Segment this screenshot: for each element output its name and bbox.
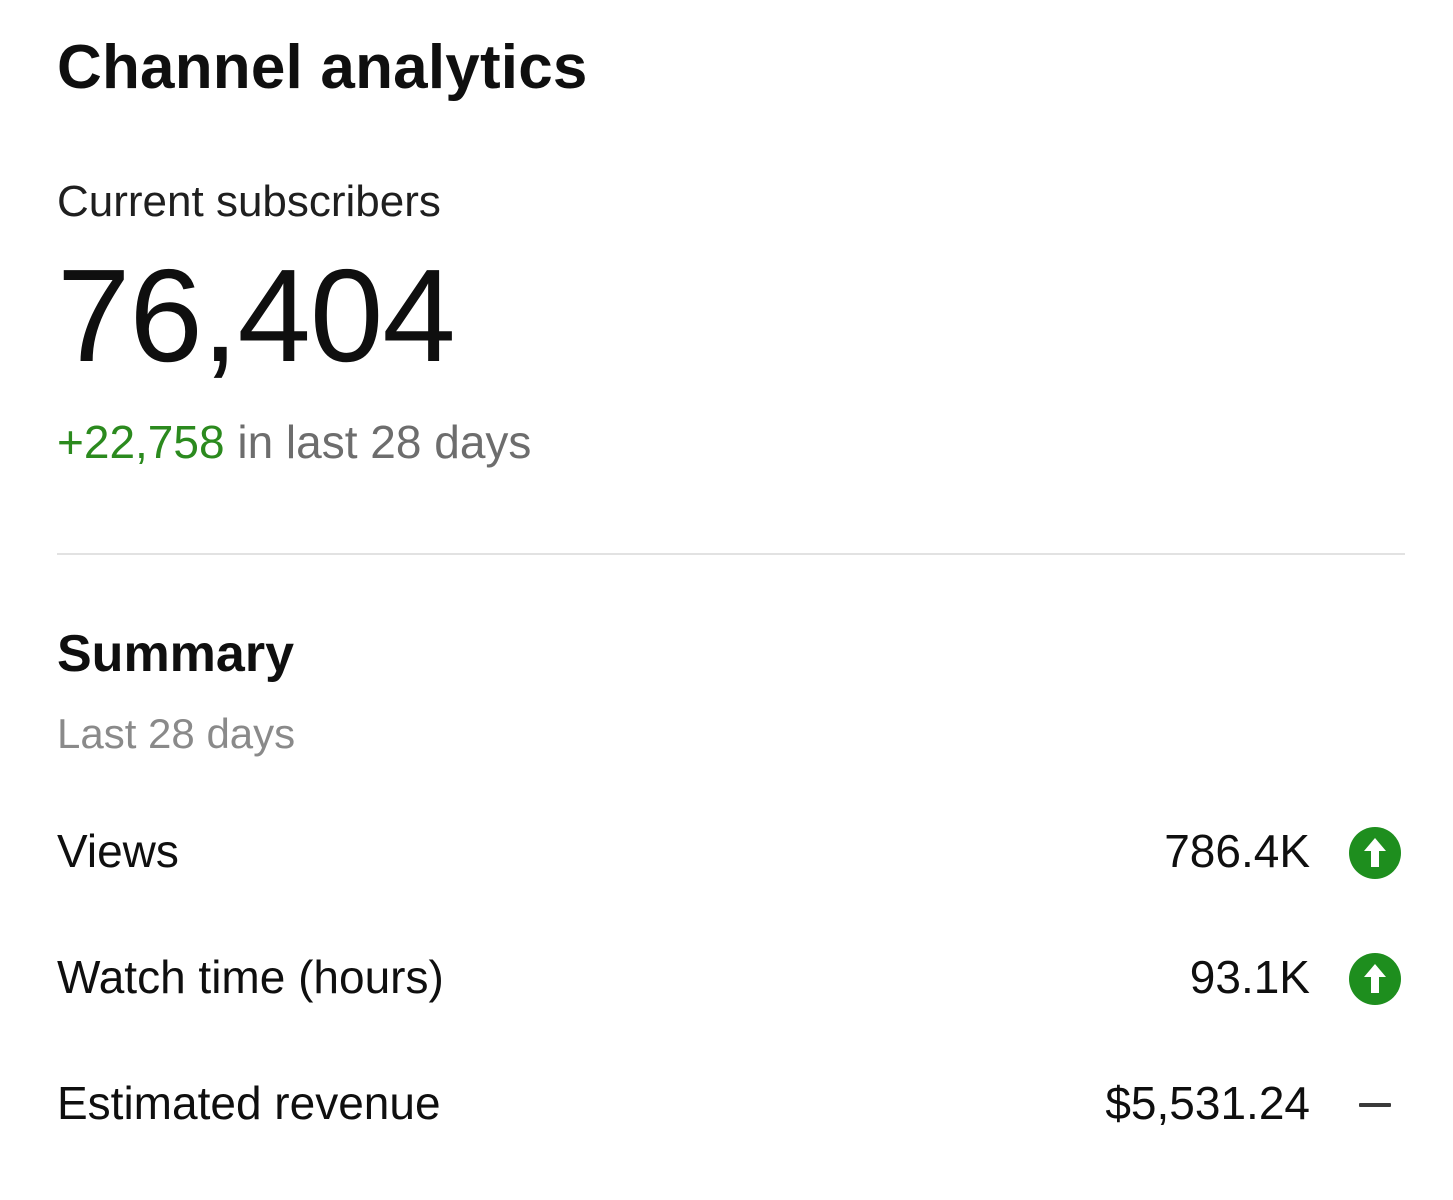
- metric-value: $5,531.24: [1105, 1077, 1310, 1129]
- metric-row-watch-time[interactable]: Watch time (hours) 93.1K: [57, 941, 1405, 1013]
- section-divider: [57, 553, 1405, 555]
- metric-value: 93.1K: [1189, 951, 1310, 1003]
- arrow-up-circle-icon: [1349, 953, 1401, 1005]
- metric-label: Views: [57, 825, 179, 877]
- metric-label: Watch time (hours): [57, 951, 444, 1003]
- summary-period: Last 28 days: [57, 710, 296, 757]
- metric-value: 786.4K: [1164, 825, 1310, 877]
- subscriber-change-value: +22,758: [57, 416, 225, 468]
- metric-label: Estimated revenue: [57, 1077, 441, 1129]
- dash-icon: [1349, 1079, 1401, 1131]
- subscriber-change: +22,758 in last 28 days: [57, 412, 531, 472]
- metric-row-views[interactable]: Views 786.4K: [57, 815, 1405, 887]
- subscriber-change-period: in last 28 days: [224, 416, 532, 468]
- metric-row-estimated-revenue[interactable]: Estimated revenue $5,531.24: [57, 1067, 1405, 1139]
- arrow-up-circle-icon: [1349, 827, 1401, 879]
- summary-title: Summary: [57, 625, 294, 683]
- subscriber-count: 76,404: [57, 242, 456, 389]
- current-subscribers-label: Current subscribers: [57, 177, 441, 226]
- card-title: Channel analytics: [57, 33, 588, 102]
